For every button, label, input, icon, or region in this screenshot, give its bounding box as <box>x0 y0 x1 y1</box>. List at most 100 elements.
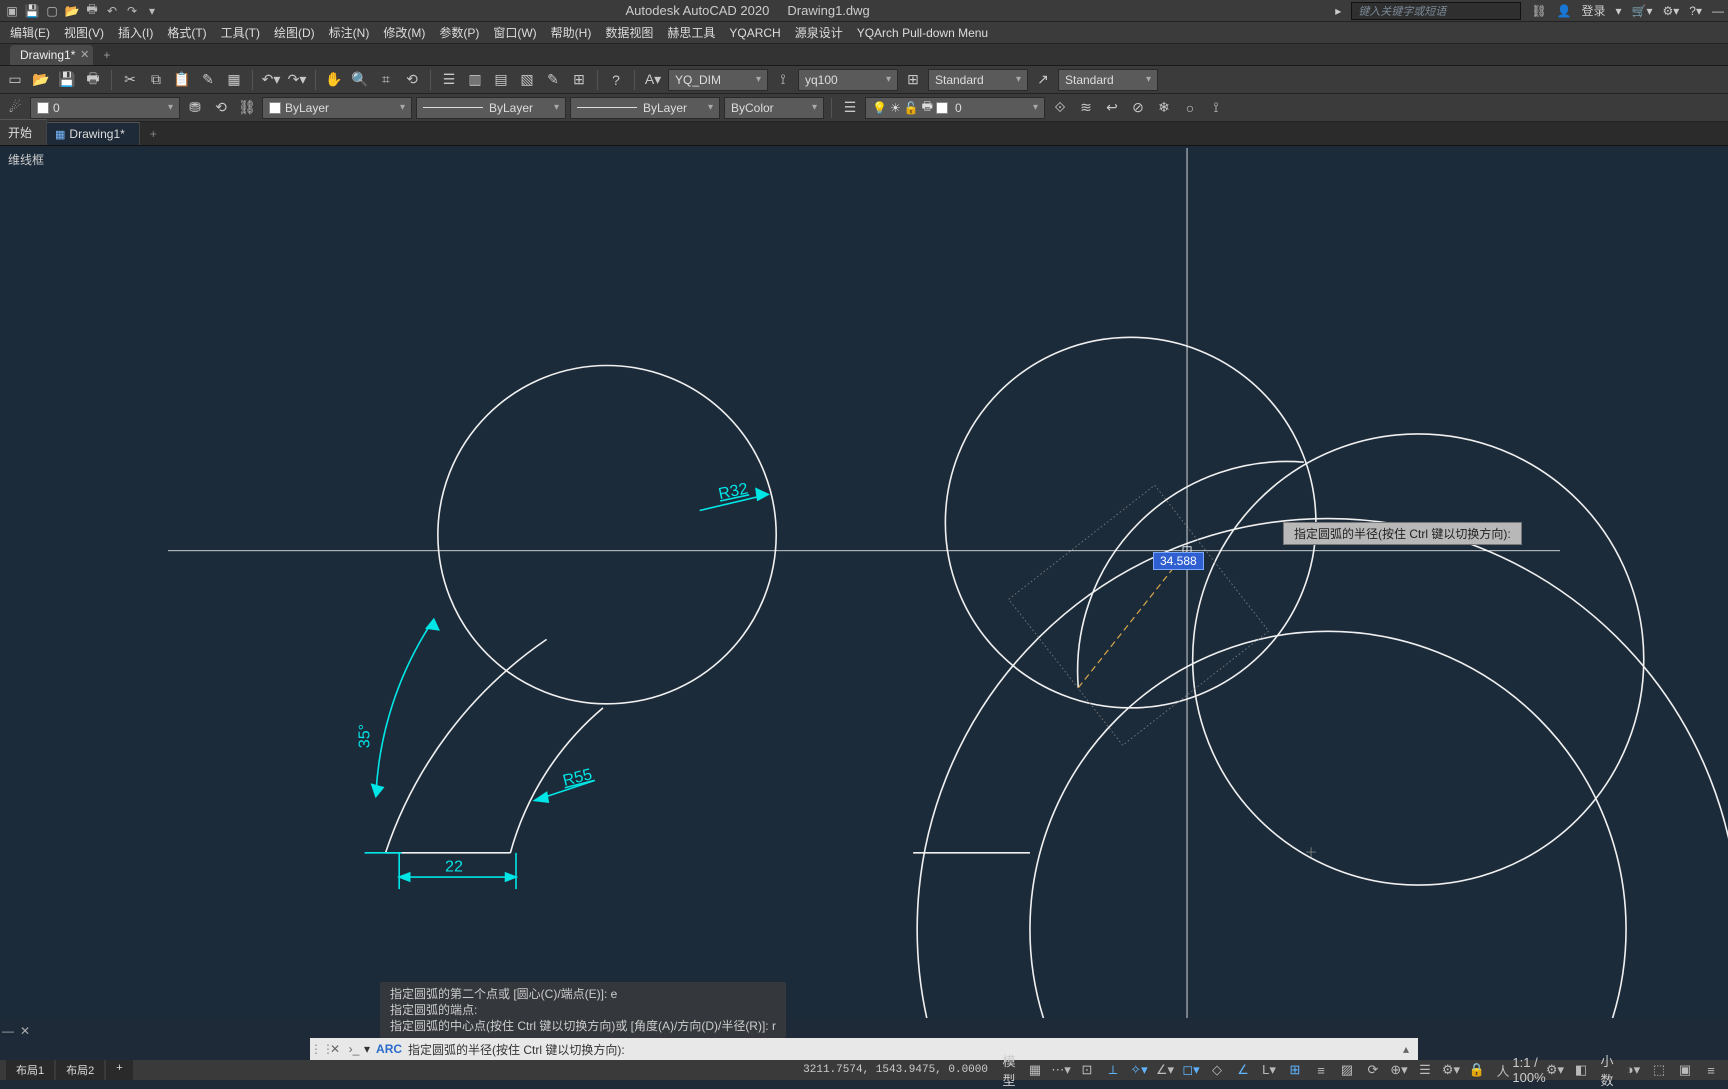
menu-format[interactable]: 格式(T) <box>167 24 206 41</box>
layer-previous-icon[interactable]: ⟲ <box>210 97 232 119</box>
drawing-canvas[interactable]: 22 35° R55 R32 <box>0 148 1728 1018</box>
info-arrow-icon[interactable]: ▸ <box>1335 4 1341 18</box>
menu-yuanquan[interactable]: 源泉设计 <box>795 24 843 41</box>
visual-style-label[interactable]: 维线框 <box>4 150 48 169</box>
qat-more-icon[interactable]: ▾ <box>144 3 160 19</box>
command-history[interactable]: 指定圆弧的第二个点或 [圆心(C)/端点(E)]: e 指定圆弧的端点: 指定圆… <box>380 982 786 1038</box>
sheet-set-icon[interactable]: ▧ <box>516 69 538 91</box>
tab-start[interactable]: 开始 <box>0 119 47 145</box>
anno-scale[interactable]: 1:1 / 100% <box>1518 1061 1540 1079</box>
make-current-icon[interactable]: ⟐ <box>1049 97 1071 119</box>
lineweight-combo[interactable]: ByLayer <box>416 97 566 119</box>
new-icon[interactable]: ▢ <box>44 3 60 19</box>
layout-tab-1[interactable]: 布局1 <box>6 1060 54 1080</box>
menu-yqarch-pd[interactable]: YQArch Pull-down Menu <box>857 26 988 40</box>
cmd-grip-icon[interactable]: ⋮⋮ <box>310 1042 326 1056</box>
dynamic-input[interactable]: 34.588 <box>1153 552 1204 570</box>
menu-help[interactable]: 帮助(H) <box>551 24 592 41</box>
units-icon[interactable]: ◧ <box>1570 1061 1592 1079</box>
menu-view[interactable]: 视图(V) <box>64 24 104 41</box>
osnap-icon[interactable]: ◻▾ <box>1180 1061 1202 1079</box>
otrack-icon[interactable]: ∠ <box>1232 1061 1254 1079</box>
layer-filter-icon[interactable]: ⛃ <box>184 97 206 119</box>
copy-icon[interactable]: ⧉ <box>145 69 167 91</box>
annotation-monitor-icon[interactable]: ⊕▾ <box>1388 1061 1410 1079</box>
command-line[interactable]: ⋮⋮ ✕ ›_ ▾ ARC 指定圆弧的半径(按住 Ctrl 键以切换方向): ▴ <box>310 1038 1418 1060</box>
layer-current-combo[interactable]: 0 <box>30 97 180 119</box>
dim-style-icon[interactable]: ⟟ <box>772 69 794 91</box>
mleader-style-combo[interactable]: Standard <box>1058 69 1158 91</box>
cmd-recent-icon[interactable]: ›_ <box>344 1042 364 1056</box>
layer-state-icon[interactable]: ⛓ <box>236 97 258 119</box>
coordinate-readout[interactable]: 3211.7574, 1543.9475, 0.0000 <box>803 1064 988 1076</box>
login-dropdown-icon[interactable]: ▾ <box>1616 4 1622 18</box>
layout-tab-2[interactable]: 布局2 <box>56 1060 104 1080</box>
snap-mode-icon[interactable]: ⊡ <box>1076 1061 1098 1079</box>
search-input[interactable]: 键入关键字或短语 <box>1351 2 1521 20</box>
new-file-icon[interactable]: ▭ <box>4 69 26 91</box>
help-tool-icon[interactable]: ? <box>605 69 627 91</box>
vp-minimize-icon[interactable]: — <box>2 1024 14 1038</box>
polar-icon[interactable]: ✧▾ <box>1128 1061 1150 1079</box>
plotstyle-combo[interactable]: ByColor <box>724 97 824 119</box>
customize-icon[interactable]: ⚙▾ <box>1544 1061 1566 1079</box>
open-icon[interactable]: 📂 <box>64 3 80 19</box>
isolate-objects-icon[interactable]: ◑▾ <box>1622 1061 1644 1079</box>
vp-close-icon[interactable]: ✕ <box>20 1024 30 1038</box>
redo-icon[interactable]: ↷ <box>124 3 140 19</box>
zoom-window-icon[interactable]: ⌗ <box>375 69 397 91</box>
plot-icon[interactable]: 🖶 <box>82 69 104 91</box>
layer-states-combo[interactable]: 💡 ☀ 🔓 🖶 0 <box>865 97 1045 119</box>
save-icon[interactable]: 💾 <box>24 3 40 19</box>
layer-isolate-icon[interactable]: ⊘ <box>1127 97 1149 119</box>
markup-icon[interactable]: ✎ <box>542 69 564 91</box>
minimize-icon[interactable]: — <box>1712 4 1724 18</box>
menu-window[interactable]: 窗口(W) <box>493 24 536 41</box>
infolink-icon[interactable]: ⛓ <box>1531 4 1546 18</box>
layout-tab-plus[interactable]: + <box>106 1060 132 1080</box>
iso-draft-icon[interactable]: ∠▾ <box>1154 1061 1176 1079</box>
properties-icon[interactable]: ☰ <box>438 69 460 91</box>
open-file-icon[interactable]: 📂 <box>30 69 52 91</box>
cart-icon[interactable]: 🛒▾ <box>1632 4 1653 18</box>
menu-draw[interactable]: 绘图(D) <box>274 24 315 41</box>
menu-dimension[interactable]: 标注(N) <box>329 24 370 41</box>
help-icon[interactable]: ?▾ <box>1689 4 1702 18</box>
3dosnap-icon[interactable]: ◇ <box>1206 1061 1228 1079</box>
login-label[interactable]: 登录 <box>1582 2 1606 19</box>
table-style-combo[interactable]: Standard <box>928 69 1028 91</box>
menu-param[interactable]: 参数(P) <box>439 24 479 41</box>
menu-modify[interactable]: 修改(M) <box>383 24 425 41</box>
anno-scale-lock-icon[interactable]: 🔒 <box>1466 1061 1488 1079</box>
redo-tool-icon[interactable]: ↷▾ <box>286 69 308 91</box>
tool-palette-icon[interactable]: ▤ <box>490 69 512 91</box>
design-center-icon[interactable]: ▥ <box>464 69 486 91</box>
table-style-icon[interactable]: ⊞ <box>902 69 924 91</box>
lineweight-display-icon[interactable]: ≡ <box>1310 1061 1332 1079</box>
text-style-combo[interactable]: YQ_DIM <box>668 69 768 91</box>
block-icon[interactable]: ▦ <box>223 69 245 91</box>
transparency-icon[interactable]: ▨ <box>1336 1061 1358 1079</box>
layer-freeze-icon[interactable]: ❄ <box>1153 97 1175 119</box>
grid-display-icon[interactable]: ⋯▾ <box>1050 1061 1072 1079</box>
anno-visibility-icon[interactable]: 人 <box>1492 1061 1514 1079</box>
layer-previous2-icon[interactable]: ↩ <box>1101 97 1123 119</box>
cmd-close-icon[interactable]: ✕ <box>326 1042 344 1056</box>
linetype-combo[interactable]: ByLayer <box>570 97 720 119</box>
zoom-prev-icon[interactable]: ⟲ <box>401 69 423 91</box>
menu-dataview[interactable]: 数据视图 <box>605 24 653 41</box>
close-icon[interactable]: ✕ <box>80 48 89 61</box>
user-icon[interactable]: 👤 <box>1557 4 1572 18</box>
text-style-icon[interactable]: A▾ <box>642 69 664 91</box>
match-props-icon[interactable]: ✎ <box>197 69 219 91</box>
selection-cycling-icon[interactable]: ⟳ <box>1362 1061 1384 1079</box>
doc-tab-drawing1[interactable]: Drawing1* ✕ <box>10 45 93 65</box>
model-space-button[interactable]: 模型 <box>998 1061 1020 1079</box>
print-icon[interactable]: 🖶 <box>84 3 100 19</box>
decimal-label[interactable]: 小数 <box>1596 1061 1618 1079</box>
layer-off-icon[interactable]: ○ <box>1179 97 1201 119</box>
grid-icon[interactable]: ▦ <box>1024 1061 1046 1079</box>
cut-icon[interactable]: ✂ <box>119 69 141 91</box>
menu-edit[interactable]: 编辑(E) <box>10 24 50 41</box>
cmd-expand-icon[interactable]: ▴ <box>1394 1042 1418 1056</box>
